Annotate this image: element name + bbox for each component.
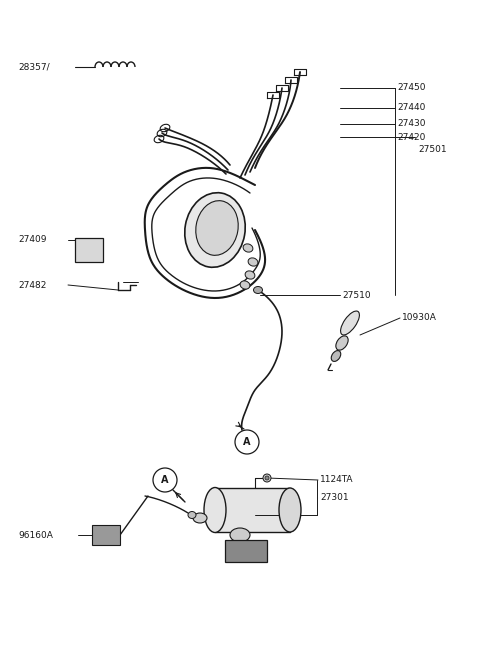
Ellipse shape <box>336 336 348 350</box>
Ellipse shape <box>185 193 245 267</box>
Text: 1124TA: 1124TA <box>320 476 353 484</box>
Ellipse shape <box>196 200 238 256</box>
Ellipse shape <box>253 286 263 294</box>
Ellipse shape <box>204 487 226 533</box>
Bar <box>215 488 290 532</box>
Text: 27450: 27450 <box>397 83 425 93</box>
Bar <box>92 525 120 545</box>
Text: 96160A: 96160A <box>18 530 53 539</box>
Text: 27301: 27301 <box>320 493 348 503</box>
Text: 27350: 27350 <box>235 553 264 562</box>
Ellipse shape <box>243 244 253 252</box>
Text: 27510: 27510 <box>342 290 371 300</box>
Text: 27420: 27420 <box>397 133 425 141</box>
Ellipse shape <box>279 488 301 532</box>
Ellipse shape <box>188 512 196 518</box>
Ellipse shape <box>240 281 250 289</box>
Bar <box>75 238 103 262</box>
Text: 27501: 27501 <box>418 145 446 154</box>
Ellipse shape <box>193 513 207 523</box>
Text: 10930A: 10930A <box>402 313 437 323</box>
Text: 27482: 27482 <box>18 281 47 290</box>
Bar <box>225 540 267 562</box>
Text: A: A <box>161 475 169 485</box>
Text: 27430: 27430 <box>397 120 425 129</box>
Ellipse shape <box>331 351 341 361</box>
Circle shape <box>263 474 271 482</box>
Ellipse shape <box>245 271 255 279</box>
Ellipse shape <box>248 258 258 266</box>
Ellipse shape <box>230 528 250 542</box>
Circle shape <box>265 476 269 480</box>
Text: 28357/: 28357/ <box>18 62 49 72</box>
Ellipse shape <box>341 311 360 335</box>
Text: 27440: 27440 <box>397 104 425 112</box>
Text: 27409: 27409 <box>18 235 47 244</box>
Text: A: A <box>243 437 251 447</box>
